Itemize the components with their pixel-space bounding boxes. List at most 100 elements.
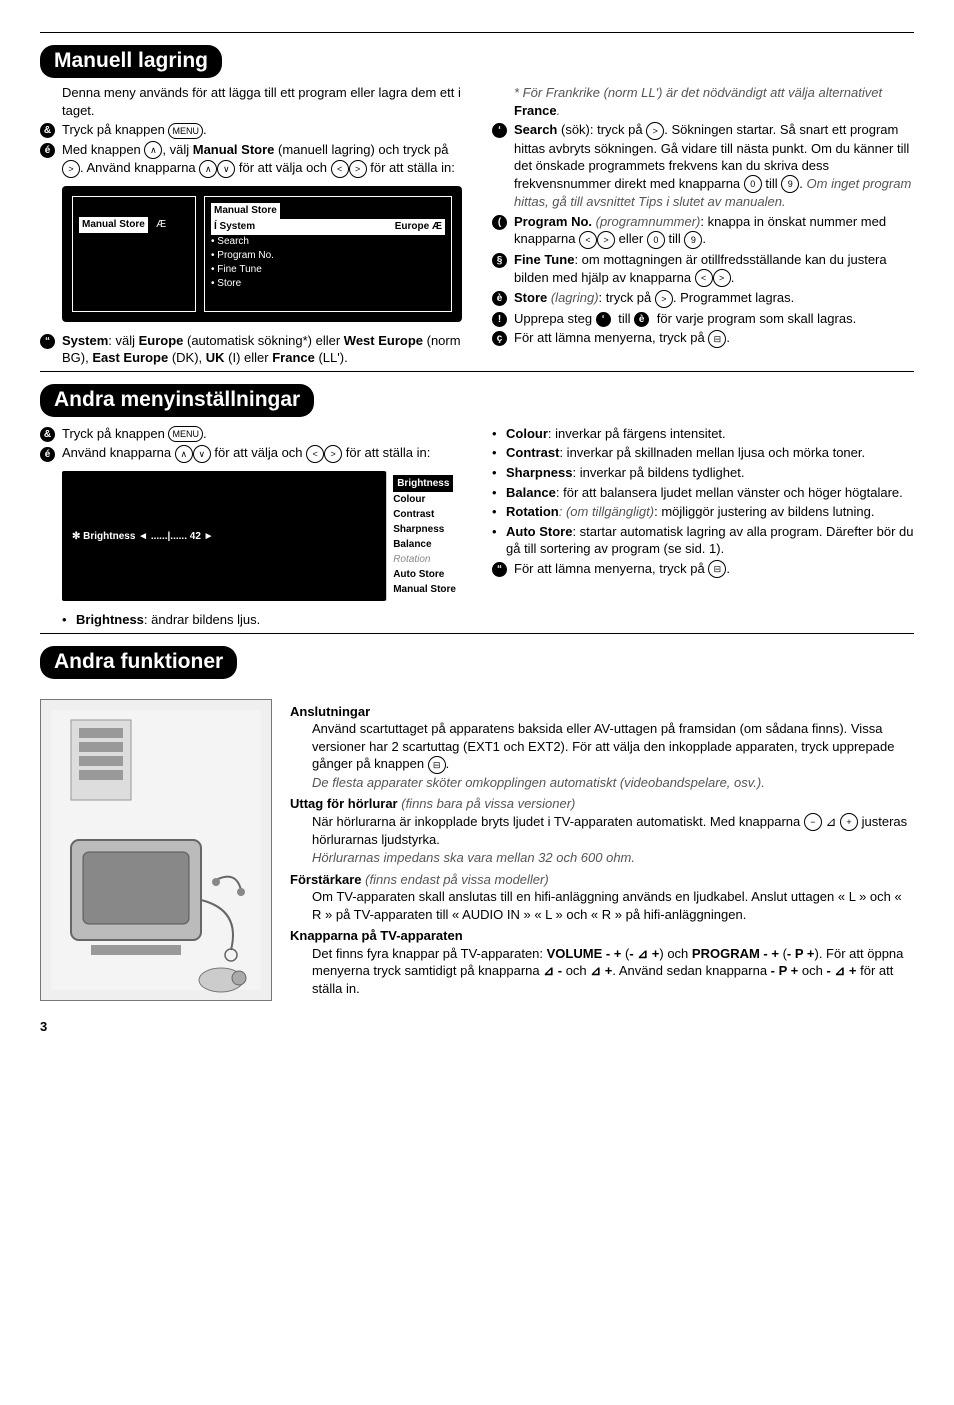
t: Manual Store	[393, 584, 456, 595]
autostore-bullet: •Auto Store: startar automatisk lagring …	[492, 523, 914, 558]
step-4: ‘ Search (sök): tryck på >. Sökningen st…	[492, 121, 914, 211]
step-number-7: è	[492, 291, 507, 306]
left-column: Denna meny används för att lägga till et…	[40, 84, 462, 369]
t: Program No.	[514, 214, 592, 229]
anslutningar-text: Använd scartuttaget på apparatens baksid…	[312, 720, 914, 791]
intro-text: Denna meny används för att lägga till et…	[62, 84, 462, 119]
left-key-icon: <	[331, 160, 349, 178]
screen-left-hl: Manual Store	[79, 217, 148, 233]
t: för att välja och	[211, 445, 306, 460]
rule	[40, 633, 914, 634]
t: Colour	[506, 426, 548, 441]
t: ) och	[659, 946, 692, 961]
other-menu-columns: & Tryck på knappen MENU. é Använd knappa…	[40, 423, 914, 631]
t: till	[762, 176, 782, 191]
step-6: § Fine Tune: om mottagningen är otillfre…	[492, 251, 914, 287]
om-step-1: & Tryck på knappen MENU.	[40, 425, 462, 443]
other-func-layout: Anslutningar Använd scartuttaget på appa…	[40, 699, 914, 1001]
ext-key-icon: ⊟	[428, 756, 446, 774]
t: Search	[514, 122, 557, 137]
t: * För Frankrike (norm LL') är det nödvän…	[514, 85, 882, 100]
t: och	[798, 963, 826, 978]
left-key-icon: <	[579, 231, 597, 249]
step-number-4: ‘	[492, 123, 507, 138]
step-8: ! Upprepa steg ‘ till è för varje progra…	[492, 310, 914, 328]
t: PROGRAM - +	[692, 946, 779, 961]
t: eller	[615, 231, 647, 246]
step-number-3: “	[492, 562, 507, 577]
right-key-icon: >	[597, 231, 615, 249]
t: UK	[206, 350, 225, 365]
t: ⊿ -	[543, 963, 562, 978]
t: till	[615, 311, 635, 326]
left-key-icon: <	[695, 269, 713, 287]
t: Auto Store	[393, 569, 444, 580]
step-9: ç För att lämna menyerna, tryck på ⊟.	[492, 329, 914, 348]
contrast-bullet: •Contrast: inverkar på skillnaden mellan…	[492, 444, 914, 462]
minus-key-icon: −	[804, 813, 822, 831]
t: (automatisk sökning*) eller	[183, 333, 343, 348]
t: Förstärkare	[290, 872, 362, 887]
screen-left: Manual Store Æ	[72, 196, 196, 312]
t: Balance	[506, 485, 556, 500]
knapparna-heading: Knapparna på TV-apparaten	[290, 927, 914, 945]
t: (	[779, 946, 787, 961]
t: Europe	[139, 333, 184, 348]
knapparna-text: Det finns fyra knappar på TV-apparaten: …	[312, 945, 914, 998]
up-key-icon: ∧	[175, 445, 193, 463]
t: - P +	[787, 946, 815, 961]
t: • Program No.	[211, 250, 274, 261]
forstarkare-text: Om TV-apparaten skall anslutas till en h…	[312, 888, 914, 923]
colour-bullet: •Colour: inverkar på färgens intensitet.	[492, 425, 914, 443]
step-1: & Tryck på knappen MENU.	[40, 121, 462, 139]
t: East Europe	[92, 350, 168, 365]
section-header-other-menu: Andra menyinställningar	[40, 384, 314, 417]
brightness-screen: ✻ Brightness ◄ ......|...... 42 ► Bright…	[62, 471, 462, 601]
t: • Fine Tune	[211, 264, 262, 275]
ref-4: ‘	[596, 312, 611, 327]
tv-svg-icon	[41, 700, 271, 1000]
step-number-9: ç	[492, 331, 507, 346]
t: : välj	[108, 333, 138, 348]
t: - ⊿ +	[826, 963, 856, 978]
page-number: 3	[40, 1019, 914, 1034]
zero-key-icon: 0	[647, 231, 665, 249]
t: (finns bara på vissa versioner)	[398, 796, 576, 811]
step-number-5: (	[492, 215, 507, 230]
sharpness-bullet: •Sharpness: inverkar på bildens tydlighe…	[492, 464, 914, 482]
section-header-manual-store: Manuell lagring	[40, 45, 222, 78]
panel: ✻ Brightness ◄ ......|...... 42 ►	[62, 471, 386, 601]
t: : inverkar på skillnaden mellan ljusa oc…	[559, 445, 865, 460]
t: : inverkar på bildens tydlighet.	[572, 465, 744, 480]
ref-7: è	[634, 312, 649, 327]
t: (DK),	[168, 350, 206, 365]
rule	[40, 371, 914, 372]
t: För att lämna menyerna, tryck på	[514, 330, 708, 345]
t: Brightness	[393, 475, 453, 492]
t: : för att balansera ljudet mellan vänste…	[556, 485, 903, 500]
left-key-icon: <	[306, 445, 324, 463]
t: . Programmet lagras.	[673, 290, 794, 305]
rule	[40, 32, 914, 33]
side-list: Brightness Colour Contrast Sharpness Bal…	[386, 471, 462, 601]
right-column: * För Frankrike (norm LL') är det nödvän…	[492, 84, 914, 369]
other-func-text: Anslutningar Använd scartuttaget på appa…	[290, 699, 914, 998]
t: Store	[514, 290, 547, 305]
down-key-icon: ∨	[217, 160, 235, 178]
rotation-bullet: •Rotation: (om tillgängligt): möjliggör …	[492, 503, 914, 521]
t: Contrast	[393, 509, 434, 520]
t: Hörlurarnas impedans ska vara mellan 32 …	[312, 850, 635, 865]
t: (finns endast på vissa modeller)	[362, 872, 549, 887]
t: Sharpness	[393, 524, 444, 535]
om-step-2: é Använd knapparna ∧∨ för att välja och …	[40, 444, 462, 463]
step-number-6: §	[492, 253, 507, 268]
t: För att lämna menyerna, tryck på	[514, 561, 708, 576]
t: De flesta apparater sköter omkopplingen …	[312, 775, 765, 790]
t: för varje program som skall lagras.	[653, 311, 856, 326]
ext-key-icon: ⊟	[708, 330, 726, 348]
panel-item: ✻ Brightness ◄ ......|...... 42 ►	[72, 531, 214, 542]
t: Colour	[393, 494, 425, 505]
step-7: è Store (lagring): tryck på >. Programme…	[492, 289, 914, 308]
right-column: •Colour: inverkar på färgens intensitet.…	[492, 423, 914, 631]
footnote: * För Frankrike (norm LL') är det nödvän…	[514, 84, 914, 119]
